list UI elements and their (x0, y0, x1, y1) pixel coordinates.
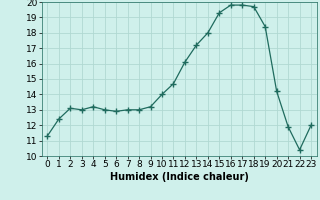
X-axis label: Humidex (Indice chaleur): Humidex (Indice chaleur) (110, 172, 249, 182)
